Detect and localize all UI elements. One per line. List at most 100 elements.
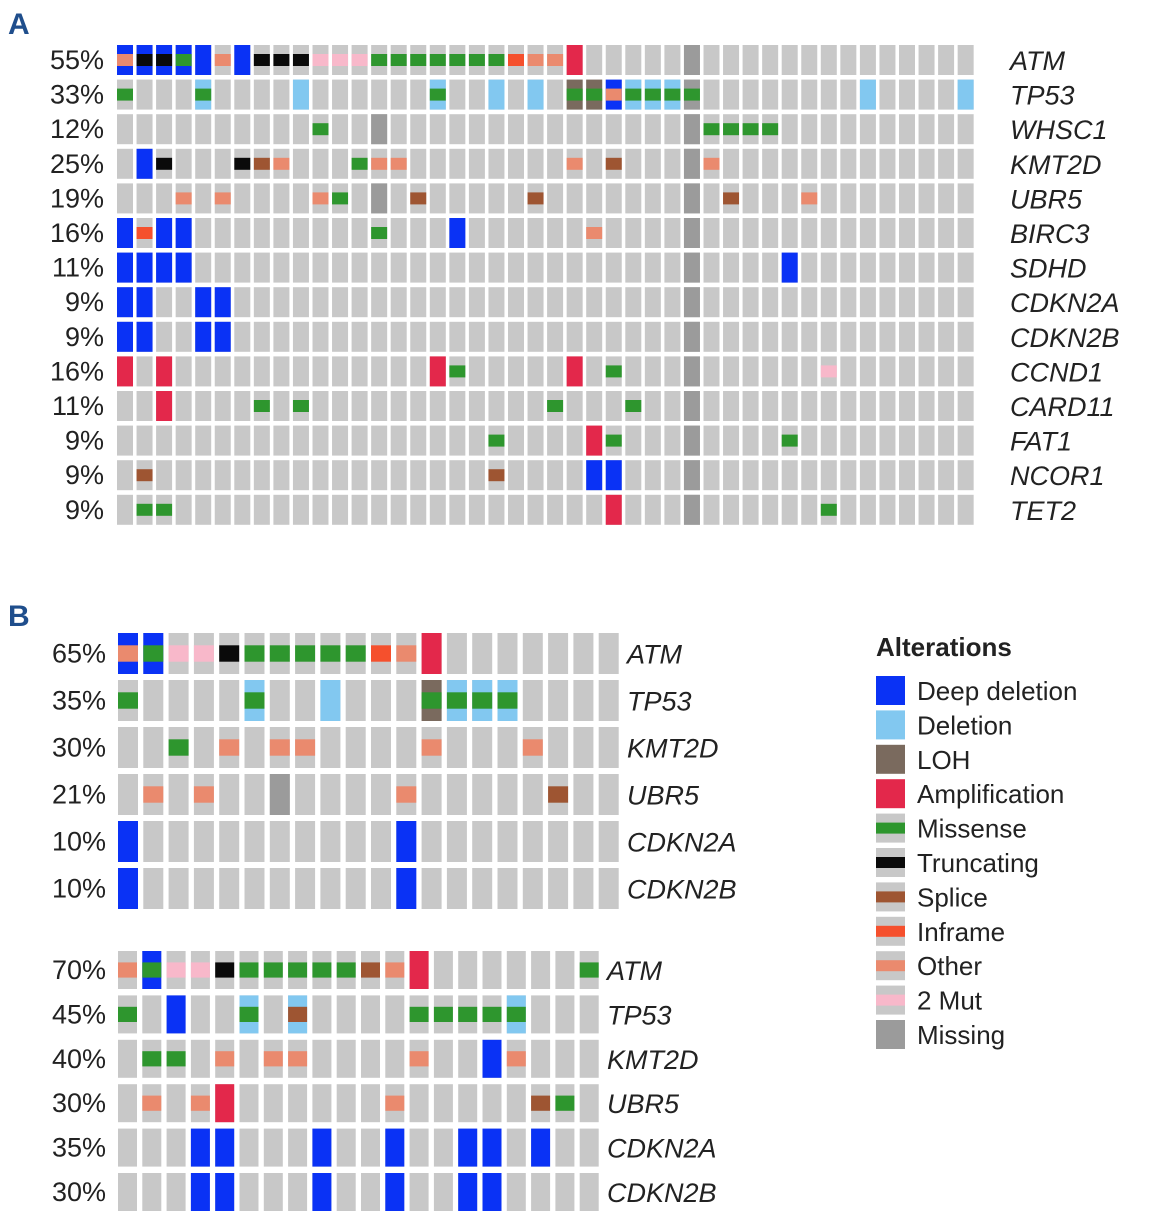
cell-background bbox=[458, 1084, 478, 1123]
cell-background bbox=[193, 727, 214, 768]
oncoprint-cell bbox=[345, 633, 366, 674]
oncoprint-cell bbox=[312, 1173, 332, 1211]
alteration-cna-mark bbox=[385, 1173, 405, 1211]
oncoprint-cell bbox=[446, 633, 467, 674]
cell-background bbox=[175, 356, 192, 387]
oncoprint-cell bbox=[522, 680, 543, 721]
oncoprint-cell bbox=[273, 425, 290, 456]
oncoprint-cell bbox=[390, 114, 407, 145]
oncoprint-cell bbox=[351, 460, 368, 491]
cell-background bbox=[762, 425, 779, 456]
alteration-frequency-label: 9% bbox=[65, 322, 104, 352]
alteration-cna-mark bbox=[214, 287, 231, 318]
cell-background bbox=[899, 321, 915, 352]
cell-background bbox=[345, 868, 366, 909]
oncoprint-cell bbox=[566, 45, 583, 75]
cell-background bbox=[371, 425, 388, 456]
panel-letter: B bbox=[8, 600, 30, 633]
oncoprint-cell bbox=[497, 633, 518, 674]
cell-background bbox=[644, 321, 661, 352]
oncoprint-cell bbox=[664, 425, 681, 456]
cell-background bbox=[879, 148, 896, 179]
cell-background bbox=[820, 45, 837, 75]
oncoprint-cell bbox=[166, 951, 186, 989]
oncoprint-cell bbox=[345, 821, 366, 862]
cell-background bbox=[371, 391, 388, 421]
oncoprint-cell bbox=[371, 727, 391, 768]
cell-background bbox=[781, 148, 798, 179]
cell-background bbox=[531, 951, 551, 989]
cell-background bbox=[263, 995, 283, 1034]
cell-background bbox=[219, 868, 240, 909]
cell-background bbox=[351, 218, 368, 248]
cell-background bbox=[273, 460, 290, 491]
cell-background bbox=[351, 356, 368, 387]
oncoprint-cell bbox=[527, 321, 544, 352]
gene-row: 30% CDKN2B bbox=[52, 1173, 717, 1211]
cell-background bbox=[136, 356, 153, 387]
cell-background bbox=[938, 356, 955, 387]
cell-background bbox=[918, 391, 935, 421]
cell-background bbox=[859, 356, 876, 387]
cell-background bbox=[410, 287, 427, 318]
alteration-mutation-mark bbox=[336, 962, 356, 978]
oncoprint-cell bbox=[703, 148, 720, 179]
oncoprint-cell bbox=[214, 45, 231, 75]
cell-background bbox=[508, 391, 524, 421]
alteration-mutation-mark bbox=[497, 692, 518, 709]
cell-background bbox=[175, 114, 192, 145]
cell-background bbox=[742, 287, 759, 318]
oncoprint-cell bbox=[312, 995, 332, 1034]
oncoprint-cell bbox=[820, 494, 837, 525]
oncoprint-cell bbox=[644, 287, 661, 318]
oncoprint-cell bbox=[859, 321, 876, 352]
oncoprint-cell bbox=[190, 1173, 210, 1211]
alteration-mutation-mark bbox=[288, 1006, 308, 1022]
gene-row: 30% KMT2D bbox=[52, 727, 719, 768]
alteration-frequency-label: 19% bbox=[50, 183, 104, 213]
alteration-frequency-label: 16% bbox=[50, 356, 104, 386]
alteration-mutation-mark bbox=[117, 88, 133, 101]
gene-row: 45% TP53 bbox=[52, 995, 672, 1034]
oncoprint-cell bbox=[175, 460, 192, 491]
oncoprint-cell bbox=[175, 148, 192, 179]
cell-background bbox=[664, 287, 681, 318]
alteration-frequency-label: 30% bbox=[52, 1088, 106, 1118]
cell-background bbox=[555, 995, 575, 1034]
oncoprint-cell bbox=[117, 494, 133, 525]
oncoprint-cell bbox=[292, 494, 309, 525]
oncoprint-cell bbox=[723, 321, 740, 352]
oncoprint-cell bbox=[292, 252, 309, 283]
cell-background bbox=[840, 494, 857, 525]
oncoprint-cell bbox=[488, 391, 505, 421]
cell-background bbox=[899, 79, 915, 110]
oncoprint-cell bbox=[234, 391, 251, 421]
alteration-cna-mark bbox=[683, 218, 700, 248]
cell-background bbox=[396, 680, 417, 721]
oncoprint-cell bbox=[781, 148, 798, 179]
cell-background bbox=[879, 391, 896, 421]
cell-background bbox=[820, 425, 837, 456]
cell-background bbox=[136, 79, 153, 110]
cell-background bbox=[332, 356, 349, 387]
cell-background bbox=[312, 321, 329, 352]
alteration-cna-mark bbox=[190, 1128, 210, 1167]
cell-background bbox=[938, 79, 955, 110]
oncoprint-cell bbox=[742, 356, 759, 387]
alteration-mutation-mark bbox=[605, 88, 622, 101]
cell-background bbox=[292, 494, 309, 525]
legend-label: Deletion bbox=[917, 710, 1012, 740]
oncoprint-cell bbox=[410, 460, 427, 491]
cell-background bbox=[292, 252, 309, 283]
oncoprint-cell bbox=[742, 148, 759, 179]
oncoprint-cell bbox=[820, 148, 837, 179]
oncoprint-cell bbox=[625, 494, 642, 525]
alteration-mutation-mark bbox=[472, 692, 493, 709]
cell-background bbox=[421, 774, 442, 815]
oncoprint-cell bbox=[175, 287, 192, 318]
cell-background bbox=[488, 356, 505, 387]
cell-background bbox=[117, 494, 133, 525]
cell-background bbox=[488, 114, 505, 145]
oncoprint-cell bbox=[472, 774, 493, 815]
